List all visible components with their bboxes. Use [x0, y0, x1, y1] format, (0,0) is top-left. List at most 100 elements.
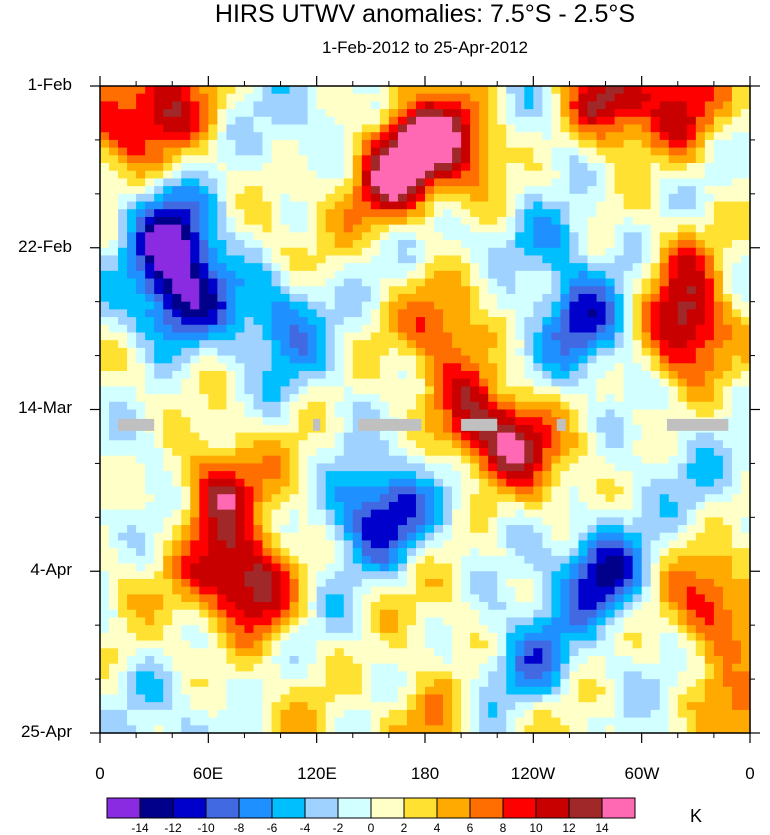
- anomaly-cell: [262, 340, 273, 349]
- anomaly-cell: [298, 448, 309, 457]
- anomaly-cell: [641, 347, 652, 357]
- anomaly-cell: [262, 255, 273, 264]
- anomaly-cell: [262, 224, 273, 233]
- anomaly-cell: [388, 448, 399, 457]
- anomaly-cell: [659, 332, 670, 341]
- anomaly-cell: [524, 240, 534, 249]
- anomaly-cell: [596, 209, 607, 218]
- anomaly-cell: [136, 247, 146, 257]
- anomaly-cell: [470, 448, 480, 457]
- anomaly-cell: [713, 317, 724, 326]
- anomaly-cell: [704, 509, 715, 518]
- anomaly-cell: [713, 147, 724, 156]
- anomaly-cell: [578, 501, 589, 511]
- anomaly-cell: [388, 293, 399, 303]
- anomaly-cell: [488, 347, 498, 357]
- anomaly-cell: [334, 340, 345, 349]
- anomaly-cell: [217, 563, 227, 572]
- anomaly-cell: [542, 548, 552, 557]
- anomaly-cell: [731, 216, 742, 226]
- anomaly-cell: [316, 155, 327, 164]
- anomaly-cell: [713, 93, 724, 102]
- anomaly-cell: [172, 132, 182, 141]
- anomaly-cell: [271, 317, 282, 326]
- anomaly-cell: [731, 317, 742, 326]
- anomaly-cell: [379, 370, 390, 380]
- anomaly-cell: [560, 124, 571, 133]
- anomaly-cell: [298, 93, 309, 102]
- anomaly-cell: [722, 101, 733, 110]
- anomaly-cell: [506, 263, 516, 272]
- anomaly-cell: [722, 478, 733, 488]
- anomaly-cell: [226, 109, 237, 118]
- anomaly-cell: [199, 340, 209, 349]
- anomaly-cell: [731, 139, 742, 149]
- anomaly-cell: [587, 501, 598, 511]
- anomaly-cell: [181, 386, 191, 395]
- anomaly-cell: [100, 386, 110, 395]
- anomaly-cell: [370, 363, 381, 372]
- anomaly-cell: [352, 240, 363, 249]
- anomaly-cell: [668, 317, 679, 326]
- anomaly-cell: [226, 309, 237, 318]
- anomaly-cell: [316, 186, 327, 195]
- anomaly-cell: [650, 278, 661, 287]
- anomaly-cell: [388, 509, 399, 518]
- anomaly-cell: [479, 293, 489, 303]
- anomaly-cell: [262, 86, 273, 95]
- anomaly-cell: [352, 232, 363, 241]
- anomaly-cell: [181, 617, 191, 626]
- anomaly-cell: [614, 93, 625, 102]
- anomaly-cell: [650, 471, 661, 480]
- anomaly-cell: [425, 594, 435, 603]
- anomaly-cell: [235, 378, 246, 387]
- anomaly-cell: [181, 363, 191, 372]
- anomaly-cell: [677, 255, 688, 264]
- anomaly-cell: [244, 548, 255, 557]
- anomaly-cell: [569, 455, 580, 465]
- anomaly-cell: [154, 617, 164, 626]
- anomaly-cell: [163, 170, 173, 180]
- anomaly-cell: [388, 494, 399, 503]
- anomaly-cell: [722, 571, 733, 580]
- anomaly-cell: [181, 563, 191, 572]
- anomaly-cell: [271, 424, 282, 434]
- anomaly-cell: [524, 355, 534, 364]
- anomaly-cell: [722, 370, 733, 380]
- anomaly-cell: [307, 571, 318, 580]
- anomaly-cell: [271, 270, 282, 280]
- anomaly-cell: [542, 494, 552, 503]
- anomaly-cell: [731, 101, 742, 110]
- anomaly-cell: [109, 501, 119, 511]
- anomaly-cell: [614, 309, 625, 318]
- anomaly-cell: [479, 486, 489, 495]
- anomaly-cell: [479, 255, 489, 264]
- anomaly-cell: [488, 363, 498, 372]
- anomaly-cell: [352, 555, 363, 565]
- anomaly-cell: [262, 109, 273, 118]
- anomaly-cell: [181, 417, 191, 426]
- anomaly-cell: [479, 494, 489, 503]
- anomaly-cell: [208, 240, 218, 249]
- anomaly-cell: [154, 301, 164, 310]
- anomaly-cell: [461, 455, 471, 465]
- anomaly-cell: [641, 170, 652, 180]
- anomaly-cell: [145, 93, 155, 102]
- anomaly-cell: [370, 263, 381, 272]
- anomaly-cell: [316, 355, 327, 364]
- anomaly-cell: [452, 247, 462, 257]
- anomaly-cell: [659, 309, 670, 318]
- anomaly-cell: [551, 247, 562, 257]
- anomaly-cell: [181, 478, 191, 488]
- anomaly-cell: [434, 409, 444, 418]
- anomaly-cell: [361, 139, 372, 149]
- anomaly-cell: [379, 563, 390, 572]
- anomaly-cell: [461, 494, 471, 503]
- anomaly-cell: [154, 494, 164, 503]
- anomaly-cell: [298, 370, 309, 380]
- anomaly-cell: [488, 478, 498, 488]
- anomaly-cell: [289, 571, 300, 580]
- anomaly-cell: [244, 340, 255, 349]
- anomaly-cell: [740, 509, 751, 518]
- anomaly-cell: [280, 455, 291, 465]
